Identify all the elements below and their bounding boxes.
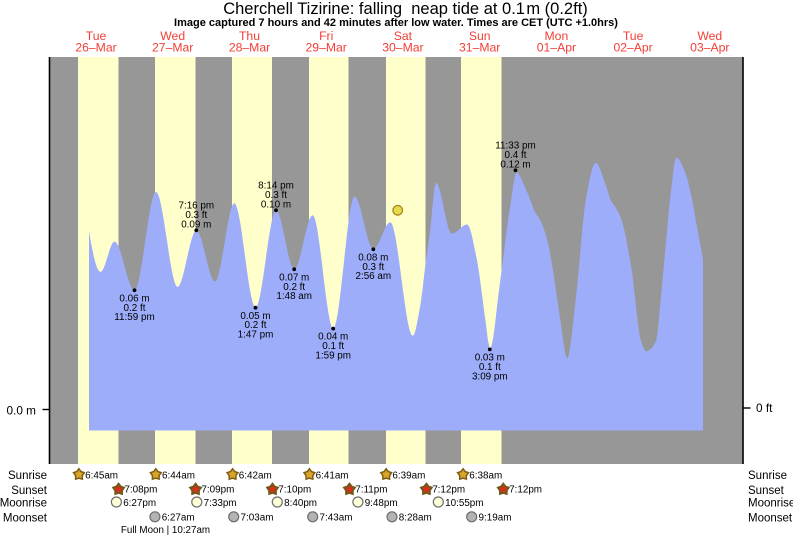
svg-text:Moonrise: Moonrise xyxy=(748,498,793,510)
svg-text:Sunset: Sunset xyxy=(748,485,785,497)
svg-text:Sunrise: Sunrise xyxy=(8,470,47,482)
svg-text:Moonrise: Moonrise xyxy=(0,498,47,510)
svg-text:03–Apr: 03–Apr xyxy=(690,41,729,55)
svg-text:0.03 m: 0.03 m xyxy=(475,353,505,364)
svg-text:0.05 m: 0.05 m xyxy=(240,311,270,322)
svg-text:9:48pm: 9:48pm xyxy=(365,498,398,509)
svg-text:7:08pm: 7:08pm xyxy=(124,485,157,496)
svg-text:01–Apr: 01–Apr xyxy=(537,41,576,55)
svg-text:7:09pm: 7:09pm xyxy=(201,485,234,496)
svg-text:Tue: Tue xyxy=(86,29,107,43)
svg-text:0.06 m: 0.06 m xyxy=(119,293,149,304)
svg-text:8:28am: 8:28am xyxy=(399,513,432,524)
svg-text:6:44am: 6:44am xyxy=(162,471,195,482)
svg-text:0.04 m: 0.04 m xyxy=(318,332,348,343)
svg-text:7:10pm: 7:10pm xyxy=(278,485,311,496)
svg-text:0.1 ft: 0.1 ft xyxy=(479,362,501,373)
svg-text:Tue: Tue xyxy=(623,29,644,43)
svg-text:0.2 ft: 0.2 ft xyxy=(283,282,305,293)
svg-text:8:14 pm: 8:14 pm xyxy=(258,181,294,192)
svg-text:0.3 ft: 0.3 ft xyxy=(185,210,207,221)
svg-text:0 ft: 0 ft xyxy=(756,401,773,415)
svg-text:0.3 ft: 0.3 ft xyxy=(265,190,287,201)
svg-text:6:45am: 6:45am xyxy=(85,471,118,482)
svg-text:7:12pm: 7:12pm xyxy=(432,485,465,496)
svg-text:10:55pm: 10:55pm xyxy=(445,498,483,509)
svg-text:0.1 ft: 0.1 ft xyxy=(322,341,344,352)
svg-text:Mon: Mon xyxy=(545,29,569,43)
svg-text:26–Mar: 26–Mar xyxy=(75,41,116,55)
svg-text:Sunset: Sunset xyxy=(11,485,48,497)
svg-text:02–Apr: 02–Apr xyxy=(613,41,652,55)
svg-text:Full Moon | 10:27am: Full Moon | 10:27am xyxy=(121,525,210,536)
svg-text:8:40pm: 8:40pm xyxy=(284,498,317,509)
svg-text:0.4 ft: 0.4 ft xyxy=(505,150,527,161)
svg-text:0.0 m: 0.0 m xyxy=(6,404,36,418)
svg-text:0.10 m: 0.10 m xyxy=(261,200,291,211)
svg-text:0.12 m: 0.12 m xyxy=(500,160,530,171)
svg-text:0.2 ft: 0.2 ft xyxy=(124,303,146,314)
svg-text:31–Mar: 31–Mar xyxy=(459,41,500,55)
svg-text:29–Mar: 29–Mar xyxy=(306,41,347,55)
svg-text:7:33pm: 7:33pm xyxy=(204,498,237,509)
svg-text:7:12pm: 7:12pm xyxy=(509,485,542,496)
svg-text:28–Mar: 28–Mar xyxy=(229,41,270,55)
svg-text:6:42am: 6:42am xyxy=(239,471,272,482)
svg-text:7:11pm: 7:11pm xyxy=(355,485,387,496)
svg-text:6:39am: 6:39am xyxy=(392,471,425,482)
svg-text:0.08 m: 0.08 m xyxy=(358,252,388,263)
svg-text:Sunrise: Sunrise xyxy=(748,470,787,482)
svg-text:9:19am: 9:19am xyxy=(479,513,512,524)
svg-text:7:43am: 7:43am xyxy=(320,513,353,524)
svg-text:6:27pm: 6:27pm xyxy=(123,498,156,509)
svg-text:6:38am: 6:38am xyxy=(469,471,502,482)
svg-text:Wed: Wed xyxy=(160,29,185,43)
svg-text:27–Mar: 27–Mar xyxy=(152,41,193,55)
svg-text:1:48 am: 1:48 am xyxy=(276,291,312,302)
svg-text:1:47 pm: 1:47 pm xyxy=(238,330,274,341)
svg-text:Moonset: Moonset xyxy=(3,512,48,524)
svg-text:11:59 pm: 11:59 pm xyxy=(114,312,154,323)
svg-text:Cherchell Tizirine: falling n: Cherchell Tizirine: falling neap tide at… xyxy=(223,0,588,18)
svg-text:7:16 pm: 7:16 pm xyxy=(178,201,214,212)
svg-text:3:09 pm: 3:09 pm xyxy=(472,371,508,382)
svg-text:11:33 pm: 11:33 pm xyxy=(495,141,535,152)
svg-text:Sat: Sat xyxy=(394,29,413,43)
svg-text:7:03am: 7:03am xyxy=(241,513,274,524)
svg-text:Sun: Sun xyxy=(469,29,491,43)
svg-text:1:59 pm: 1:59 pm xyxy=(315,351,351,362)
svg-text:0.09 m: 0.09 m xyxy=(181,220,211,231)
svg-text:30–Mar: 30–Mar xyxy=(382,41,423,55)
svg-text:0.2 ft: 0.2 ft xyxy=(245,320,267,331)
svg-text:6:41am: 6:41am xyxy=(316,471,349,482)
svg-text:6:27am: 6:27am xyxy=(162,513,195,524)
svg-text:Image captured 7 hours and 42: Image captured 7 hours and 42 minutes af… xyxy=(174,17,618,29)
svg-text:0.3 ft: 0.3 ft xyxy=(362,262,384,273)
svg-text:Wed: Wed xyxy=(697,29,722,43)
svg-text:Fri: Fri xyxy=(319,29,333,43)
svg-text:Moonset: Moonset xyxy=(748,512,793,524)
svg-text:Thu: Thu xyxy=(239,29,260,43)
svg-text:2:56 am: 2:56 am xyxy=(355,271,391,282)
svg-text:0.07 m: 0.07 m xyxy=(279,272,309,283)
